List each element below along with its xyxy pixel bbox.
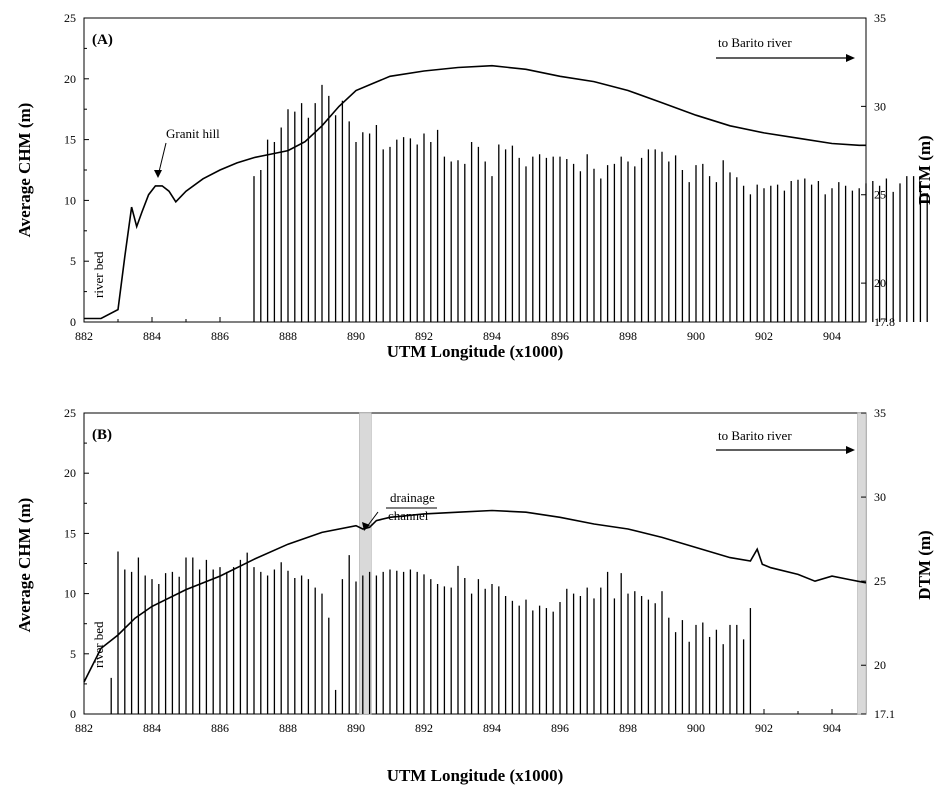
y-left-tick-label: 20 — [64, 72, 76, 86]
panel-b-dtm-line — [83, 509, 867, 683]
panel-a: 882 884 886 888 890 892 894 896 898 900 902 904 0 5 10… — [15, 11, 934, 361]
x-tick-label: 888 — [279, 329, 297, 343]
x-tick-label: 902 — [755, 721, 773, 735]
x-tick-label: 894 — [483, 329, 501, 343]
y-left-tick-label: 15 — [64, 526, 76, 540]
x-tick-label: 886 — [211, 329, 229, 343]
y-right-tick-label: 30 — [874, 490, 886, 504]
x-tick-label: 896 — [551, 721, 569, 735]
y-left-tick-label: 0 — [70, 315, 76, 329]
panel-b-river-bed-annotation: river bed — [91, 621, 106, 668]
panel-b-x-axis-label: UTM Longitude (x1000) — [387, 766, 564, 785]
panel-b-shaded-band — [359, 412, 372, 715]
panel-a-granit-hill-arrowhead — [154, 170, 162, 178]
panel-b-right-axis-label: DTM (m) — [915, 530, 934, 599]
x-tick-label: 890 — [347, 329, 365, 343]
panel-a-chm-bars — [253, 84, 928, 322]
panel-a-barito-annotation: to Barito river — [718, 35, 792, 50]
x-tick-label: 884 — [143, 721, 161, 735]
x-tick-label: 898 — [619, 721, 637, 735]
x-tick-label: 900 — [687, 721, 705, 735]
panel-a-barito-arrowhead — [846, 54, 855, 62]
y-left-tick-label: 5 — [70, 647, 76, 661]
x-tick-label: 898 — [619, 329, 637, 343]
x-tick-label: 882 — [75, 721, 93, 735]
panel-a-dtm-line — [84, 64, 866, 320]
panel-b: 882 884 886 888 890 892 894 896 898 900 902 904 0 5 10… — [15, 406, 934, 785]
panel-b-drainage-channel-annotation: drainage channel — [388, 490, 438, 523]
panel-a-label: (A) — [92, 32, 113, 48]
y-left-tick-label: 15 — [64, 133, 76, 147]
x-tick-label: 902 — [755, 329, 773, 343]
panel-a-granit-hill-annotation: Granit hill — [166, 126, 220, 141]
panel-a-frame — [83, 17, 867, 323]
x-tick-label: 892 — [415, 329, 433, 343]
x-tick-label: 904 — [823, 721, 841, 735]
panel-a-river-bed-annotation: river bed — [91, 251, 106, 298]
panel-b-barito-annotation: to Barito river — [718, 428, 792, 443]
x-tick-label: 904 — [823, 329, 841, 343]
x-tick-label: 886 — [211, 721, 229, 735]
x-tick-label: 888 — [279, 721, 297, 735]
y-left-tick-label: 5 — [70, 254, 76, 268]
panel-b-left-axis-label: Average CHM (m) — [15, 498, 34, 633]
y-right-tick-label: 35 — [874, 406, 886, 420]
panel-b-shaded-band — [857, 412, 867, 715]
x-tick-label: 894 — [483, 721, 501, 735]
x-tick-label: 900 — [687, 329, 705, 343]
panel-b-drainage-arrowhead — [362, 522, 370, 531]
y-right-tick-label: 20 — [874, 276, 886, 290]
panel-a-left-axis-label: Average CHM (m) — [15, 103, 34, 238]
x-tick-label: 896 — [551, 329, 569, 343]
y-right-tick-label: 20 — [874, 658, 886, 672]
panel-b-frame — [83, 412, 867, 715]
panel-b-barito-arrowhead — [846, 446, 855, 454]
x-tick-label: 882 — [75, 329, 93, 343]
y-left-tick-label: 25 — [64, 406, 76, 420]
y-right-tick-label: 17.1 — [874, 707, 895, 721]
y-right-tick-label: 30 — [874, 99, 886, 113]
x-tick-label: 892 — [415, 721, 433, 735]
y-left-tick-label: 0 — [70, 707, 76, 721]
x-tick-label: 884 — [143, 329, 161, 343]
x-tick-label: 890 — [347, 721, 365, 735]
y-left-tick-label: 10 — [64, 587, 76, 601]
y-right-tick-label: 17.8 — [874, 315, 895, 329]
y-left-tick-label: 10 — [64, 193, 76, 207]
panel-b-label: (B) — [92, 427, 112, 443]
y-right-tick-label: 25 — [874, 574, 886, 588]
panel-b-shaded-bands — [359, 412, 867, 715]
panel-a-right-axis-label: DTM (m) — [915, 135, 934, 204]
panel-a-x-axis-label: UTM Longitude (x1000) — [387, 342, 564, 361]
y-right-tick-label: 25 — [874, 188, 886, 202]
y-left-tick-label: 20 — [64, 466, 76, 480]
y-left-tick-label: 25 — [64, 11, 76, 25]
panel-b-chm-bars — [110, 551, 752, 714]
y-right-tick-label: 35 — [874, 11, 886, 25]
